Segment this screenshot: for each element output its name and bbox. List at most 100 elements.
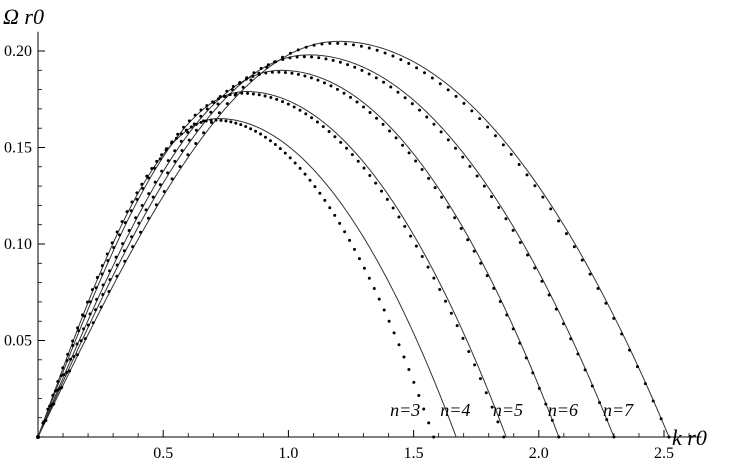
data-point xyxy=(275,97,279,101)
data-point xyxy=(83,337,87,341)
data-point xyxy=(484,391,488,395)
data-point xyxy=(417,394,421,398)
data-point xyxy=(415,66,419,70)
data-point xyxy=(239,123,243,127)
data-point xyxy=(288,51,292,55)
data-point xyxy=(205,107,209,111)
data-point xyxy=(162,190,166,194)
data-point xyxy=(194,141,198,145)
data-point xyxy=(76,326,80,330)
data-point xyxy=(152,166,156,170)
data-point xyxy=(333,135,337,139)
data-point xyxy=(432,435,436,439)
data-point xyxy=(572,245,576,249)
data-point xyxy=(425,115,429,119)
data-point xyxy=(397,215,401,219)
data-point xyxy=(252,71,256,75)
data-point xyxy=(504,217,508,221)
x-tick-label: 0.5 xyxy=(153,445,173,462)
data-point xyxy=(114,255,118,259)
data-point xyxy=(204,119,208,123)
data-point xyxy=(547,293,551,297)
data-point xyxy=(146,216,150,220)
data-point xyxy=(105,252,109,256)
data-point xyxy=(459,227,463,231)
x-axis-title: k r0 xyxy=(672,425,707,450)
data-point xyxy=(140,182,144,186)
data-point xyxy=(338,60,342,64)
data-point xyxy=(549,207,553,211)
data-point xyxy=(533,266,537,270)
data-point xyxy=(473,363,477,367)
data-point xyxy=(497,205,501,209)
data-point xyxy=(257,93,261,97)
data-point xyxy=(170,177,174,181)
data-point xyxy=(86,323,90,327)
data-point xyxy=(382,308,386,312)
data-point xyxy=(303,74,307,78)
data-point xyxy=(160,153,164,157)
data-point xyxy=(233,93,237,97)
data-point xyxy=(238,81,242,85)
data-point xyxy=(244,125,248,128)
data-point xyxy=(385,197,389,201)
data-point xyxy=(61,366,65,370)
data-point xyxy=(230,88,234,92)
data-point xyxy=(461,155,465,159)
data-point xyxy=(166,171,170,175)
data-point xyxy=(388,129,392,133)
data-point xyxy=(355,100,359,104)
data-point xyxy=(328,206,332,210)
data-point xyxy=(56,380,60,384)
data-point xyxy=(403,96,407,100)
data-point xyxy=(525,173,529,177)
data-point xyxy=(427,421,431,425)
data-point xyxy=(281,100,285,104)
data-point xyxy=(550,418,554,422)
data-point xyxy=(345,146,349,150)
data-point xyxy=(399,58,403,62)
data-point xyxy=(391,54,395,58)
data-point xyxy=(270,70,274,74)
data-point xyxy=(374,181,378,185)
y-axis-title: Ω r0 xyxy=(3,4,44,29)
curve-label: n=5 xyxy=(493,400,523,420)
data-point xyxy=(315,120,319,124)
data-point xyxy=(193,113,197,117)
data-point xyxy=(430,76,434,80)
data-point xyxy=(470,109,474,113)
data-point xyxy=(158,183,162,187)
data-point xyxy=(490,195,494,199)
data-point xyxy=(651,399,655,403)
data-point xyxy=(309,76,313,80)
data-point xyxy=(293,161,297,165)
data-point xyxy=(51,393,55,397)
data-point xyxy=(454,146,458,150)
data-point xyxy=(317,56,321,60)
data-point xyxy=(467,349,471,353)
data-point xyxy=(336,41,340,45)
data-point xyxy=(286,102,290,106)
data-point xyxy=(212,100,216,104)
data-point xyxy=(569,337,573,341)
curve-label: n=4 xyxy=(440,400,470,420)
data-point xyxy=(486,125,490,129)
data-point xyxy=(339,140,343,144)
data-point xyxy=(604,301,608,305)
data-point xyxy=(150,166,154,170)
data-point xyxy=(66,352,70,356)
data-point xyxy=(502,435,506,439)
data-point xyxy=(283,151,287,155)
data-point xyxy=(166,159,170,163)
data-point xyxy=(224,119,228,123)
data-point xyxy=(422,71,426,75)
data-point xyxy=(420,167,424,171)
data-point xyxy=(115,263,119,267)
data-point xyxy=(349,95,352,99)
data-point xyxy=(304,45,308,49)
data-point xyxy=(46,407,50,411)
data-point xyxy=(422,407,426,411)
data-point xyxy=(170,140,174,144)
data-point xyxy=(296,48,300,52)
data-point xyxy=(531,371,535,375)
